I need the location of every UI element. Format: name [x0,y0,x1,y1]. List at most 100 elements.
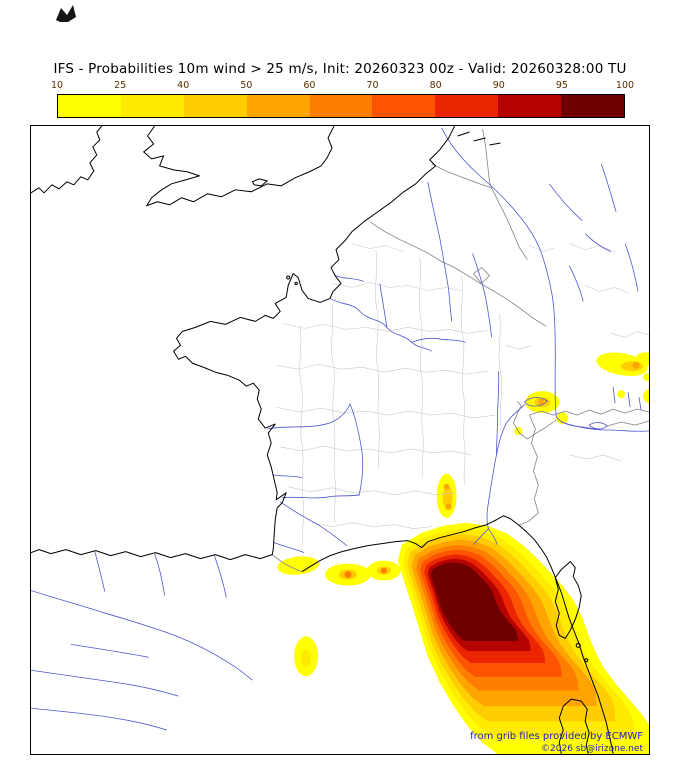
river-seine [329,298,432,352]
probability-spot [277,556,319,575]
colorbar-segment-10-25 [58,95,121,117]
colorbar-segment-90-95 [498,95,562,117]
probability-spot [445,503,452,510]
colorbar-tick-100: 100 [615,80,635,91]
colorbar-segment-60-70 [309,95,373,117]
admin-border-line [280,445,472,456]
rivers [31,127,649,731]
river-rhine [441,127,602,431]
admin-border-line [569,454,622,462]
colorbar-segment-50-60 [246,95,310,117]
coast-small-island [584,658,589,663]
coast-continental-atlantic [31,126,456,561]
italian-lakes [612,387,642,411]
border-switzerland-germany [607,420,649,427]
river-ebro-tributary [94,551,106,592]
river-neckar [568,265,584,302]
river-ebro-tributary [154,553,165,596]
admin-border-line [611,331,649,338]
country-borders [271,128,649,572]
river-marne [411,337,466,343]
border-france-italy [518,414,539,527]
probability-spot [380,567,387,574]
admin-border-line [419,257,424,477]
probability-spot [621,361,644,372]
probability-spot [556,412,569,425]
probability-spot [643,373,649,382]
colorbar-tick-25: 25 [114,80,127,91]
border-belgium-netherlands [431,163,492,189]
colorbar-tick-90: 90 [492,80,505,91]
river-ebro [31,590,253,681]
river-oise [379,283,388,328]
coastlines [31,126,614,754]
admin-border-line [331,282,462,291]
colorbar-tick-70: 70 [366,80,379,91]
lake-geneva [523,397,548,407]
river-meuse [427,181,453,322]
colorbar-tick-50: 50 [240,80,253,91]
probability-spot [643,388,649,404]
river-danube [624,243,639,292]
colorbar-tick-60: 60 [303,80,316,91]
colorbar-segment-70-80 [372,95,436,117]
river-adour [274,542,305,554]
river-rhone-delta [473,528,498,545]
border-france-spain [271,554,303,572]
admin-border-line [331,303,336,523]
colorbar [57,94,625,118]
coast-channel-island [294,281,298,286]
river-saone [496,371,500,455]
lake-constance [588,422,608,430]
admin-border-line [276,363,488,375]
coast-elba-island [575,642,581,648]
admin-border-line [351,243,404,252]
admin-border-line [375,249,380,469]
border-belgium-germany [491,187,528,260]
river-po [561,421,649,432]
admin-border-line [569,243,616,252]
attribution-copyright: ©2026 sb@irizone.net [541,744,643,754]
probability-spot [538,399,545,406]
colorbar-segment-80-90 [435,95,499,117]
coast-frisian-islands [457,131,501,146]
river-charente [273,474,303,479]
river-duero [31,669,179,697]
river-main [584,233,612,252]
river-spain [70,643,149,658]
admin-border-line [498,313,503,428]
map-title: IFS - Probabilities 10m wind > 25 m/s, I… [53,61,627,77]
corner-artifact-mark [56,5,76,22]
river-loire [267,403,364,496]
admin-border-line [529,245,556,252]
river-ebro-tributary [214,555,227,598]
river-garonne [279,501,348,546]
probability-spot [301,649,312,668]
probability-spot [443,483,450,490]
river-rhone [486,403,526,529]
map-svg [31,126,649,754]
admin-border-line [288,486,456,496]
river-tagus [31,707,167,731]
map-frame: from grib files provided by ECMWF ©2026 … [30,125,650,755]
coast-isle-of-wight [251,178,268,187]
admin-border-line [505,345,532,350]
colorbar-tick-10: 10 [50,80,64,91]
probability-spot [617,390,626,399]
admin-border-line [282,323,488,334]
admin-border-line [585,285,630,294]
river-somme [334,275,365,282]
admin-border-line [299,325,304,545]
admin-border-line [276,406,496,419]
admin-border-line [312,522,432,530]
border-switzerland-italy [529,408,649,416]
coast-sardinia [558,698,590,754]
river-elbe [600,163,617,212]
border-luxembourg [472,266,491,285]
attribution-ecmwf: from grib files provided by ECMWF [470,731,643,742]
coast-britain [143,126,335,207]
border-france-belgium [369,221,547,327]
colorbar-segment-25-40 [120,95,184,117]
coast-channel-island [286,275,291,280]
